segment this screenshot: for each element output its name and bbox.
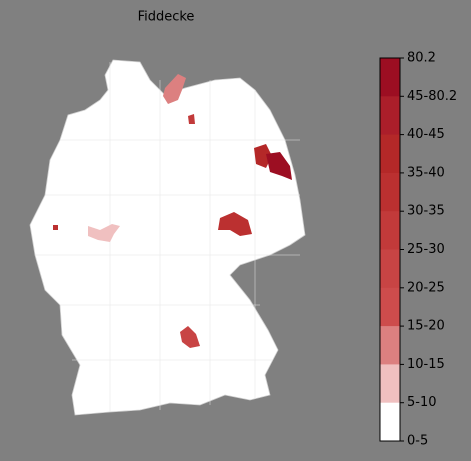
region (266, 152, 292, 180)
colorbar: 80.2 45-80.2 40-45 35-40 30-35 25-30 20-25 15-2… (379, 51, 457, 449)
colorbar-label: 10-15 (407, 357, 445, 372)
colorbar-segment (380, 58, 400, 97)
colorbar-label: 45-80.2 (407, 89, 457, 104)
colorbar-label: 40-45 (407, 127, 445, 142)
colorbar-label: 15-20 (407, 319, 445, 334)
colorbar-segment (380, 326, 400, 365)
region (180, 326, 200, 348)
colorbar-label: 80.2 (407, 51, 436, 66)
country-outline (29, 59, 306, 416)
colorbar-segment (380, 211, 400, 250)
colorbar-label: 25-30 (407, 242, 445, 257)
colorbar-segment (380, 364, 400, 404)
colorbar-segment (380, 172, 400, 212)
region (88, 224, 120, 242)
colorbar-label: 20-25 (407, 280, 445, 295)
germany-map (29, 59, 306, 416)
region (218, 212, 252, 236)
region (254, 144, 272, 168)
colorbar-segment (380, 96, 400, 136)
colorbar-segment (380, 249, 400, 289)
colorbar-label: 5-10 (407, 395, 437, 410)
colorbar-label: 30-35 (407, 204, 445, 219)
region (163, 74, 186, 104)
colorbar-label: 35-40 (407, 165, 445, 180)
map-title: Fiddecke (138, 10, 195, 25)
region (188, 114, 195, 124)
colorbar-segment (380, 134, 400, 174)
colorbar-label: 0-5 (407, 434, 428, 449)
region (53, 225, 58, 230)
colorbar-segment (380, 402, 400, 442)
colorbar-segment (380, 287, 400, 327)
